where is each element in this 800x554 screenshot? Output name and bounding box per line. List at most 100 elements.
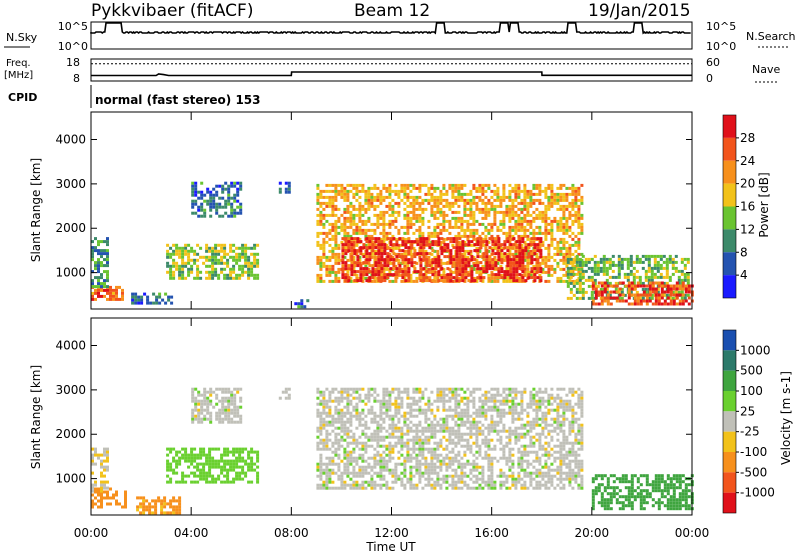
power-cell — [346, 270, 350, 274]
power-cell — [419, 261, 423, 265]
power-cell — [470, 255, 474, 259]
velocity-cell — [334, 453, 338, 457]
power-cell — [430, 210, 434, 214]
power-cell — [419, 270, 423, 274]
power-cell — [319, 219, 323, 223]
velocity-cell — [166, 465, 170, 469]
velocity-cell — [421, 408, 425, 412]
velocity-cell — [379, 486, 383, 490]
power-cell — [247, 261, 251, 265]
power-cell — [370, 192, 374, 196]
velocity-cell — [346, 429, 350, 433]
power-cell — [593, 266, 597, 270]
power-cell — [410, 240, 414, 244]
velocity-cell — [229, 462, 233, 466]
power-cell — [550, 264, 554, 268]
power-cell — [100, 276, 103, 280]
power-cell — [508, 213, 512, 217]
power-cell — [575, 254, 579, 258]
power-cell — [388, 225, 392, 229]
power-cell — [571, 204, 575, 208]
velocity-cell — [337, 420, 341, 424]
power-cell — [419, 240, 423, 244]
power-cell — [359, 240, 363, 244]
power-cell — [644, 269, 648, 273]
power-cell — [418, 204, 422, 208]
velocity-cell — [316, 483, 320, 487]
velocity-cell — [364, 447, 368, 451]
power-cell — [577, 231, 581, 235]
velocity-cell — [361, 387, 365, 391]
power-cell — [244, 249, 248, 253]
power-cell — [614, 275, 618, 279]
power-cell — [656, 263, 660, 267]
power-cell — [187, 252, 191, 256]
power-cell — [193, 249, 197, 253]
power-cell — [574, 210, 578, 214]
power-cell — [511, 201, 515, 205]
power-cell — [331, 207, 335, 211]
power-cell — [514, 195, 518, 199]
power-cell — [572, 293, 576, 297]
velocity-cell — [247, 468, 251, 472]
power-cell — [230, 184, 234, 188]
velocity-cell — [403, 423, 407, 427]
power-cell — [476, 261, 480, 265]
power-cell — [434, 261, 438, 265]
power-cell — [287, 187, 291, 191]
power-cell — [439, 261, 443, 265]
velocity-cell — [358, 417, 362, 421]
power-cell — [164, 301, 168, 305]
power-cell — [511, 189, 515, 193]
velocity-cell — [355, 411, 359, 415]
power-cell — [491, 273, 495, 277]
power-cell — [603, 284, 607, 288]
power-cell — [544, 189, 548, 193]
power-cell — [346, 195, 350, 199]
velocity-cell — [233, 402, 237, 406]
power-cell — [481, 264, 485, 268]
power-cell — [371, 273, 375, 277]
velocity-cell — [205, 480, 209, 484]
velocity-cell — [403, 417, 407, 421]
velocity-cell — [319, 426, 323, 430]
power-cell — [149, 301, 153, 305]
velocity-cell — [406, 429, 410, 433]
power-cell — [425, 240, 429, 244]
power-cell — [523, 192, 527, 196]
power-cell — [191, 205, 195, 209]
velocity-cell — [412, 408, 416, 412]
power-cell — [686, 275, 690, 279]
power-cell — [415, 186, 419, 190]
velocity-cell — [136, 496, 140, 500]
power-cell — [442, 267, 446, 271]
power-cell — [508, 189, 512, 193]
power-cell — [479, 267, 483, 271]
power-cell — [665, 263, 669, 267]
power-cell — [181, 249, 185, 253]
power-cell — [502, 210, 506, 214]
velocity-cell — [91, 493, 94, 497]
velocity-cell — [349, 462, 353, 466]
power-cell — [674, 269, 678, 273]
power-cell — [680, 272, 684, 276]
velocity-cell — [191, 417, 195, 421]
power-cell — [419, 258, 423, 262]
power-cell — [464, 276, 468, 280]
power-cell — [475, 231, 479, 235]
velocity-cell — [406, 393, 410, 397]
power-cell — [349, 201, 353, 205]
power-cell — [590, 257, 594, 261]
power-cell — [253, 264, 257, 268]
power-cell — [412, 183, 416, 187]
power-cell — [376, 195, 380, 199]
power-cell — [352, 255, 356, 259]
power-cell — [490, 201, 494, 205]
power-cell — [391, 207, 395, 211]
power-cell — [544, 228, 548, 232]
power-cell — [571, 198, 575, 202]
power-cell — [647, 275, 651, 279]
power-cell — [538, 210, 542, 214]
power-cell — [556, 264, 560, 268]
power-cell — [578, 257, 582, 261]
